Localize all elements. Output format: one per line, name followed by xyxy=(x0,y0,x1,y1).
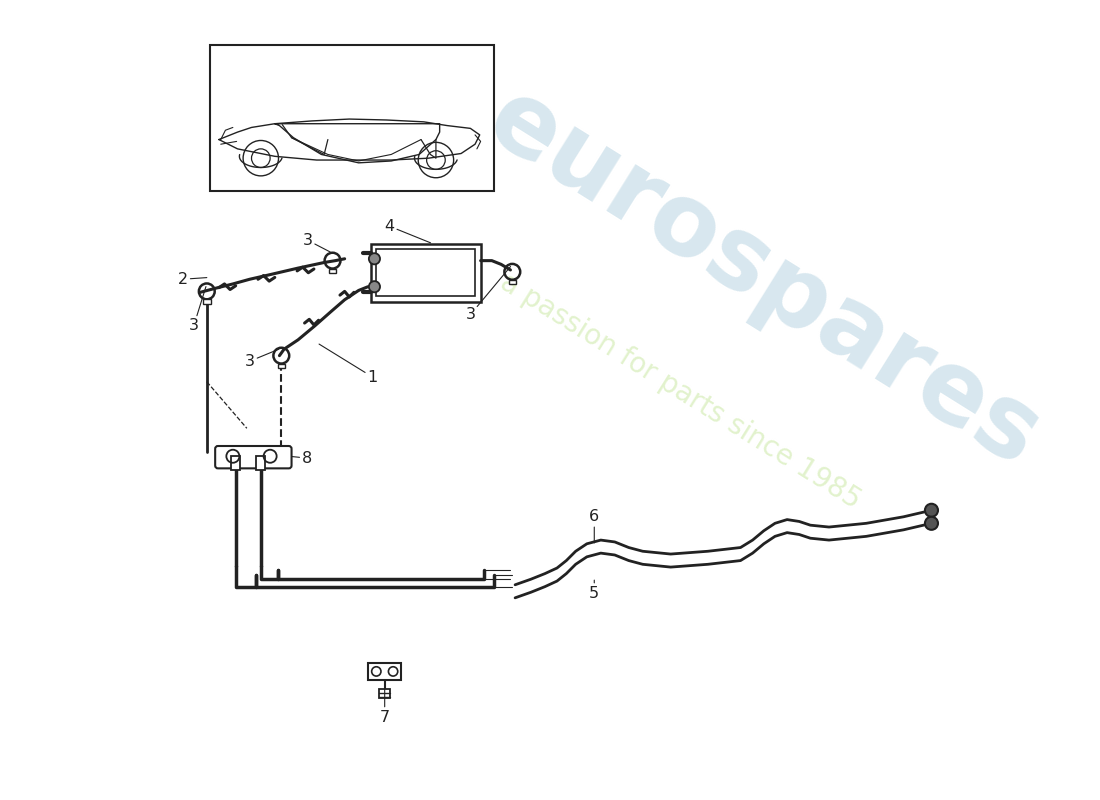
Circle shape xyxy=(925,504,938,517)
Text: eurospares: eurospares xyxy=(470,70,1057,488)
Text: 6: 6 xyxy=(590,510,600,543)
Bar xyxy=(379,689,390,698)
Polygon shape xyxy=(275,124,440,163)
Text: 2: 2 xyxy=(177,272,207,286)
Bar xyxy=(371,244,481,302)
Text: 3: 3 xyxy=(465,266,510,322)
Bar xyxy=(210,45,494,190)
Bar xyxy=(329,269,337,274)
Text: 7: 7 xyxy=(379,682,389,725)
Text: 3: 3 xyxy=(189,286,206,334)
FancyBboxPatch shape xyxy=(216,446,292,468)
Bar xyxy=(204,299,210,304)
Text: 5: 5 xyxy=(590,580,600,601)
Circle shape xyxy=(925,517,938,530)
Bar xyxy=(256,456,265,470)
Bar xyxy=(376,250,475,296)
Bar xyxy=(508,280,516,284)
Circle shape xyxy=(368,281,379,292)
Circle shape xyxy=(368,253,379,264)
Bar xyxy=(367,663,402,680)
Bar xyxy=(277,363,285,368)
Text: 3: 3 xyxy=(244,350,278,369)
Text: 4: 4 xyxy=(384,218,430,243)
Text: 1: 1 xyxy=(319,344,377,385)
Bar xyxy=(231,456,240,470)
Text: 8: 8 xyxy=(292,450,312,466)
Text: 3: 3 xyxy=(302,233,330,252)
Polygon shape xyxy=(219,119,480,160)
Text: a passion for parts since 1985: a passion for parts since 1985 xyxy=(495,268,866,514)
